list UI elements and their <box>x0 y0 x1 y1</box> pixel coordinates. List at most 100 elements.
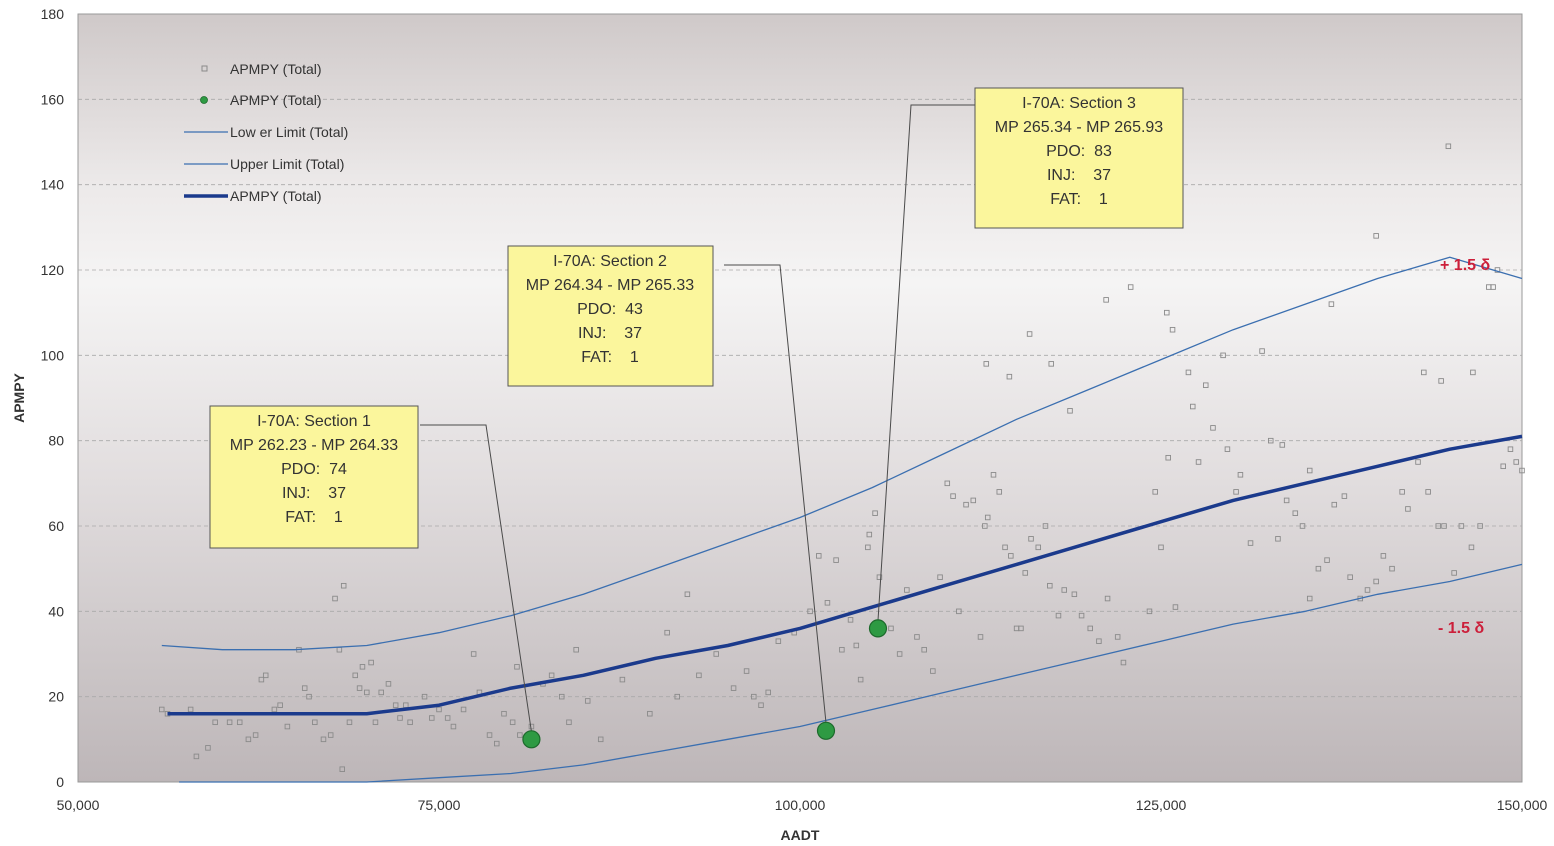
data-point <box>1224 446 1231 452</box>
y-tick-label: 80 <box>48 433 64 449</box>
data-point <box>1441 523 1447 529</box>
data-point <box>1445 143 1452 150</box>
data-point <box>1203 382 1209 388</box>
legend-label: Upper Limit (Total) <box>230 156 344 172</box>
data-point <box>356 685 363 691</box>
legend: APMPY (Total) APMPY (Total) Low er Limit… <box>184 61 348 204</box>
highlight-point <box>816 721 836 740</box>
data-point <box>888 625 894 632</box>
data-point <box>1172 604 1179 610</box>
data-point <box>853 642 860 649</box>
data-point <box>977 634 984 640</box>
data-point <box>1210 425 1216 431</box>
data-point <box>1061 587 1068 593</box>
annotation-range: MP 265.34 - MP 265.93 <box>995 119 1164 136</box>
data-point <box>765 689 771 696</box>
x-tick-label: 125,000 <box>1136 797 1187 813</box>
data-point <box>1165 454 1171 461</box>
data-point <box>320 736 327 743</box>
data-point <box>392 702 399 708</box>
annotation-section-2: I-70A: Section 2 MP 264.34 - MP 265.33 P… <box>507 245 714 387</box>
data-point <box>372 719 379 726</box>
data-point <box>1315 565 1322 572</box>
lower-band-label: - 1.5 δ <box>1438 620 1484 637</box>
data-point <box>258 676 265 683</box>
data-point <box>1477 523 1483 529</box>
data-point <box>378 689 384 696</box>
data-point <box>990 472 997 478</box>
data-point <box>1468 544 1475 551</box>
data-point <box>1006 373 1013 380</box>
data-point <box>996 489 1003 495</box>
data-point <box>1415 459 1421 465</box>
data-point <box>271 706 278 713</box>
data-point <box>1331 501 1338 508</box>
data-point <box>816 553 822 559</box>
data-point <box>896 651 903 657</box>
data-point <box>963 501 969 508</box>
data-point <box>509 719 516 726</box>
data-point <box>573 646 579 653</box>
data-point <box>450 723 457 730</box>
data-point <box>1035 544 1042 551</box>
data-point <box>460 706 467 713</box>
data-point <box>1220 352 1226 359</box>
data-point <box>1292 510 1299 516</box>
data-point <box>1096 638 1102 644</box>
data-point <box>1425 489 1431 495</box>
data-point <box>1470 369 1476 376</box>
data-point <box>1247 540 1254 546</box>
data-point <box>730 685 737 691</box>
data-point <box>807 608 813 615</box>
data-point <box>1028 536 1034 542</box>
data-point <box>983 361 990 367</box>
highlight-point <box>522 730 541 749</box>
data-point <box>1519 467 1525 474</box>
data-point <box>245 736 252 743</box>
data-point <box>647 710 653 717</box>
data-point <box>872 510 878 516</box>
data-point <box>1087 625 1093 632</box>
data-point <box>566 719 572 726</box>
data-point <box>262 672 269 679</box>
upper-limit-line <box>161 256 1523 651</box>
mean-line <box>167 434 1523 716</box>
data-point <box>824 600 831 606</box>
scatter-points <box>159 143 1525 772</box>
data-point <box>517 732 523 738</box>
annotation-range: MP 264.34 - MP 265.33 <box>526 277 695 294</box>
data-point <box>558 693 565 700</box>
annotation-pdo: PDO: 43 <box>577 301 643 318</box>
data-point <box>944 480 951 487</box>
data-point <box>833 557 839 563</box>
data-point <box>876 574 883 580</box>
data-point <box>1120 659 1127 666</box>
x-tick-label: 150,000 <box>1497 797 1548 813</box>
annotation-title: I-70A: Section 1 <box>257 413 371 430</box>
data-point <box>1158 544 1164 551</box>
data-point <box>619 676 626 683</box>
data-point <box>1283 497 1290 504</box>
data-point <box>1347 574 1353 580</box>
data-point <box>847 617 854 623</box>
legend-green-dot <box>200 96 208 104</box>
data-point <box>1324 557 1330 563</box>
data-point <box>514 664 520 670</box>
data-point <box>1042 523 1049 529</box>
annotation-leader <box>420 424 532 732</box>
data-point <box>1435 523 1441 529</box>
data-point <box>1047 582 1053 589</box>
data-point <box>758 702 764 708</box>
data-point <box>914 634 920 640</box>
data-point <box>364 689 370 696</box>
data-point <box>205 745 211 751</box>
data-point <box>775 638 782 644</box>
annotation-inj: INJ: 37 <box>282 485 346 502</box>
data-point <box>857 676 864 683</box>
data-point <box>486 732 493 738</box>
data-point <box>1267 437 1274 444</box>
data-point <box>970 497 977 504</box>
annotation-section-1: I-70A: Section 1 MP 262.23 - MP 264.33 P… <box>209 405 419 549</box>
data-point <box>1114 634 1121 640</box>
